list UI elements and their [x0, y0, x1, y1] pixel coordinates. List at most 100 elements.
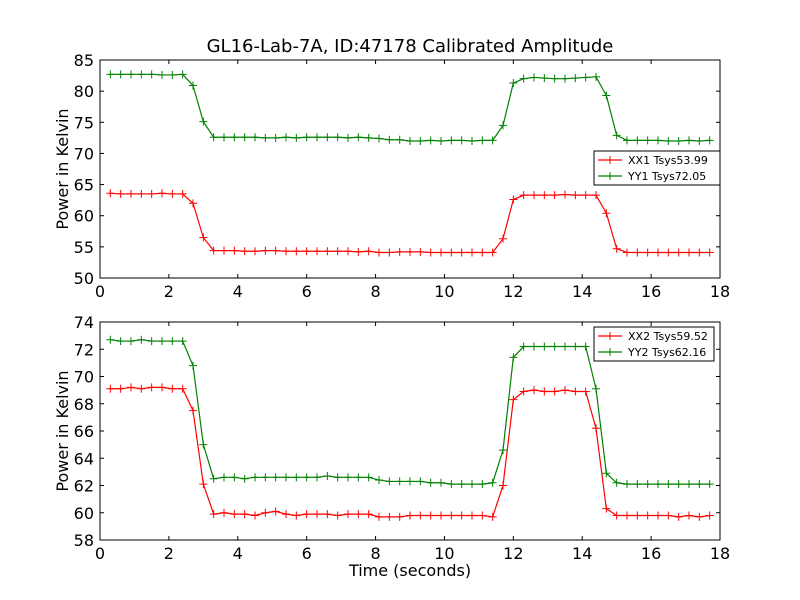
data-point-marker [344, 473, 352, 482]
data-point-marker [643, 136, 652, 145]
data-point-marker [189, 361, 197, 370]
data-point-marker [612, 478, 621, 487]
data-point-marker [282, 133, 290, 142]
legend-box [593, 326, 715, 362]
data-point-marker [168, 337, 177, 346]
data-point-marker [127, 189, 135, 198]
x-tick-label: 8 [370, 544, 380, 563]
data-point-marker [116, 189, 125, 198]
data-point-marker [313, 473, 321, 482]
data-point-marker [158, 383, 166, 392]
x-tick-label: 14 [572, 544, 592, 563]
data-point-marker [344, 247, 352, 256]
data-point-marker [189, 406, 197, 415]
data-point-marker [147, 337, 156, 346]
y-tick-label: 64 [74, 449, 94, 468]
data-point-marker [519, 342, 528, 351]
data-point-marker [282, 473, 290, 482]
data-point-marker [540, 191, 549, 200]
data-point-marker [602, 91, 611, 100]
data-point-marker [106, 189, 115, 198]
data-point-marker [540, 74, 549, 83]
data-point-marker [168, 189, 177, 198]
data-point-marker [251, 133, 259, 142]
data-point-marker [137, 384, 146, 393]
x-tick-label: 12 [503, 544, 523, 563]
data-point-marker [540, 387, 549, 396]
y-tick-label: 80 [74, 82, 94, 101]
data-point-marker [571, 387, 580, 396]
data-point-marker [375, 512, 383, 521]
data-point-marker [478, 480, 487, 489]
data-point-marker [685, 511, 693, 520]
data-point-marker [354, 473, 363, 482]
data-point-marker [385, 512, 394, 521]
data-point-marker [685, 248, 693, 257]
data-point-marker [116, 70, 125, 79]
data-point-marker [292, 247, 301, 256]
y-tick-label: 62 [74, 477, 94, 496]
data-point-marker [333, 247, 342, 256]
y-tick-label: 74 [74, 313, 94, 332]
data-point-marker [416, 511, 425, 520]
data-point-marker [302, 247, 311, 256]
y-tick-label: 60 [74, 504, 94, 523]
data-point-marker [230, 473, 239, 482]
data-point-marker [178, 70, 187, 79]
data-point-marker [271, 246, 280, 255]
data-point-marker [654, 136, 662, 145]
x-tick-label: 6 [302, 282, 312, 301]
data-point-marker [344, 510, 352, 519]
data-point-marker [220, 508, 228, 517]
x-tick-label: 2 [164, 544, 174, 563]
data-point-marker [240, 474, 249, 483]
data-point-marker [674, 512, 683, 521]
data-point-marker [333, 133, 342, 142]
data-point-marker [674, 248, 683, 257]
data-point-marker [395, 135, 404, 144]
data-point-marker [437, 136, 445, 145]
data-point-marker [251, 247, 259, 256]
data-point-marker [178, 384, 187, 393]
data-point-marker [695, 136, 704, 145]
data-point-marker [333, 511, 342, 520]
data-point-marker [395, 512, 404, 521]
data-point-marker [623, 480, 631, 489]
data-point-marker [530, 73, 538, 82]
data-point-marker [168, 384, 177, 393]
data-point-marker [633, 248, 642, 257]
y-tick-label: 70 [74, 144, 94, 163]
data-point-marker [230, 133, 239, 142]
data-point-marker [509, 395, 518, 404]
legend-label: YY2 Tsys62.16 [627, 346, 706, 359]
data-point-marker [550, 74, 559, 83]
data-point-marker [695, 480, 704, 489]
data-point-marker [158, 70, 166, 79]
y-axis-label: Power in Kelvin [53, 370, 72, 491]
data-point-marker [561, 190, 569, 199]
data-point-marker [209, 246, 218, 255]
data-point-marker [561, 74, 569, 83]
legend-marker [606, 172, 614, 180]
data-point-marker [199, 440, 208, 449]
data-point-marker [581, 191, 590, 200]
data-point-marker [261, 473, 270, 482]
x-tick-label: 2 [164, 282, 174, 301]
data-point-marker [147, 70, 156, 79]
data-point-marker [478, 248, 487, 257]
data-point-marker [406, 136, 414, 145]
data-point-marker [251, 511, 259, 520]
data-point-marker [561, 386, 569, 395]
data-point-marker [633, 136, 642, 145]
data-point-marker [685, 136, 693, 145]
data-point-marker [364, 510, 373, 519]
data-point-marker [220, 133, 228, 142]
data-point-marker [468, 511, 476, 520]
x-tick-label: 10 [434, 544, 454, 563]
y-tick-label: 68 [74, 395, 94, 414]
data-point-marker [612, 511, 621, 520]
legend-label: YY1 Tsys72.05 [627, 170, 706, 183]
data-point-marker [571, 74, 580, 83]
data-point-marker [116, 337, 125, 346]
data-point-marker [654, 248, 662, 257]
